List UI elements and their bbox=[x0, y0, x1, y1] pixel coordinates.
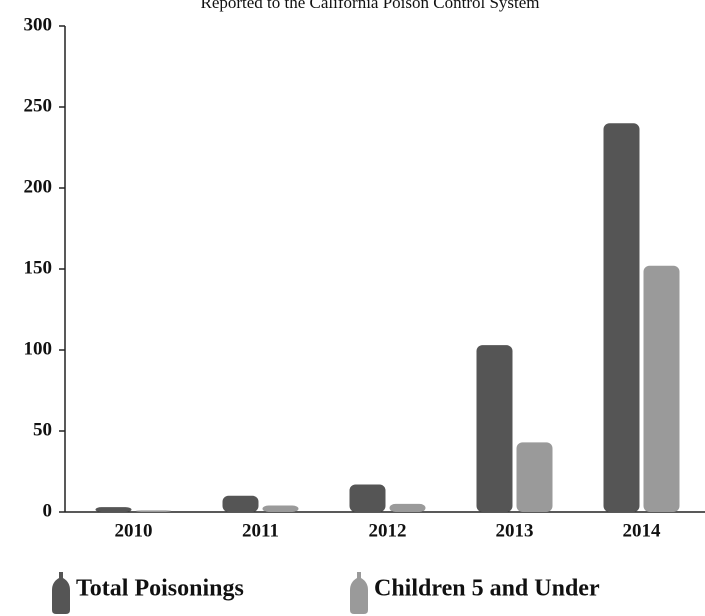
y-tick-label: 200 bbox=[24, 176, 53, 197]
y-tick-label: 250 bbox=[24, 95, 53, 116]
bar bbox=[263, 506, 299, 512]
x-tick-label: 2013 bbox=[496, 520, 534, 541]
bar bbox=[604, 123, 640, 512]
x-tick-label: 2014 bbox=[623, 520, 662, 541]
legend-label: Children 5 and Under bbox=[374, 576, 600, 602]
y-tick-label: 150 bbox=[24, 257, 53, 278]
bar bbox=[350, 484, 386, 512]
x-tick-label: 2012 bbox=[369, 520, 407, 541]
y-tick-label: 50 bbox=[33, 419, 52, 440]
y-tick-label: 0 bbox=[43, 500, 53, 521]
chart-subtitle: Reported to the California Poison Contro… bbox=[200, 0, 539, 12]
legend-icon bbox=[350, 572, 368, 614]
bar bbox=[136, 510, 172, 512]
bar bbox=[517, 442, 553, 512]
bar bbox=[644, 266, 680, 512]
bar bbox=[223, 496, 259, 512]
legend: Total Poisonings Children 5 and Under bbox=[52, 572, 600, 614]
bar bbox=[477, 345, 513, 512]
x-tick-label: 2011 bbox=[242, 520, 279, 541]
bar bbox=[390, 504, 426, 512]
bar bbox=[96, 507, 132, 512]
legend-label: Total Poisonings bbox=[76, 576, 244, 602]
y-tick-label: 100 bbox=[24, 338, 53, 359]
x-tick-label: 2010 bbox=[115, 520, 153, 541]
chart: Reported to the California Poison Contro… bbox=[0, 0, 705, 616]
y-tick-label: 300 bbox=[24, 14, 53, 35]
legend-icon bbox=[52, 572, 70, 614]
